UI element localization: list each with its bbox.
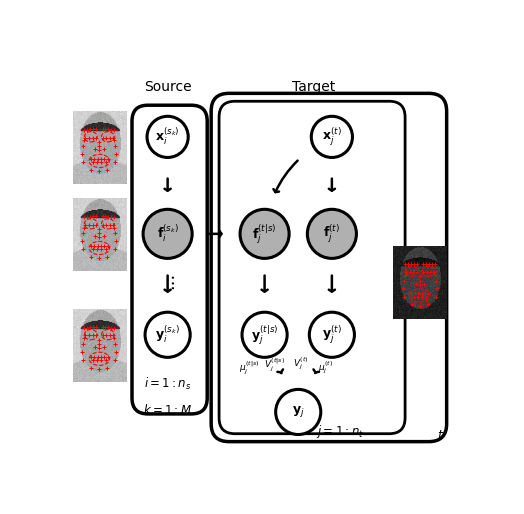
Text: $\mathbf{y}_j$: $\mathbf{y}_j$: [292, 405, 304, 419]
Text: $\mathbf{f}_j^{(t)}$: $\mathbf{f}_j^{(t)}$: [323, 223, 341, 245]
Text: $\mathbf{x}_j^{(t)}$: $\mathbf{x}_j^{(t)}$: [322, 126, 342, 148]
Text: $\mathbf{x}_i^{(s_k)}$: $\mathbf{x}_i^{(s_k)}$: [155, 126, 180, 148]
Text: $V_j^{(t|s)}$: $V_j^{(t|s)}$: [264, 356, 286, 373]
Circle shape: [145, 312, 190, 357]
Circle shape: [308, 209, 356, 259]
Circle shape: [242, 312, 287, 357]
Text: $\mathbf{y}_i^{(s_k)}$: $\mathbf{y}_i^{(s_k)}$: [155, 324, 180, 345]
Text: Source: Source: [144, 80, 191, 95]
Circle shape: [240, 209, 289, 259]
Circle shape: [143, 209, 192, 259]
Text: $V_j^{(t)}$: $V_j^{(t)}$: [293, 356, 309, 372]
Circle shape: [276, 390, 321, 434]
Text: $\mathbf{f}_i^{(s_k)}$: $\mathbf{f}_i^{(s_k)}$: [157, 223, 179, 244]
Circle shape: [311, 116, 353, 157]
Text: $j = 1:n_t$: $j = 1:n_t$: [316, 423, 364, 440]
Text: $\mathbf{y}_j^{(t|s)}$: $\mathbf{y}_j^{(t|s)}$: [251, 323, 278, 346]
Text: Target: Target: [292, 80, 336, 95]
Circle shape: [147, 116, 188, 157]
Text: $i = 1:n_s$: $i = 1:n_s$: [144, 376, 191, 392]
Text: $\mathbf{y}_j^{(t)}$: $\mathbf{y}_j^{(t)}$: [322, 324, 342, 346]
Text: $k = 1:M$: $k = 1:M$: [143, 403, 192, 417]
Text: $t$: $t$: [437, 429, 444, 442]
Text: $\mathbf{f}_j^{(t|s)}$: $\mathbf{f}_j^{(t|s)}$: [252, 222, 277, 246]
Text: ...: ...: [159, 271, 177, 289]
Text: $\mu_j^{(t|s)}$: $\mu_j^{(t|s)}$: [239, 360, 260, 376]
Text: $\mu_j^{(t)}$: $\mu_j^{(t)}$: [319, 360, 333, 376]
Circle shape: [309, 312, 354, 357]
